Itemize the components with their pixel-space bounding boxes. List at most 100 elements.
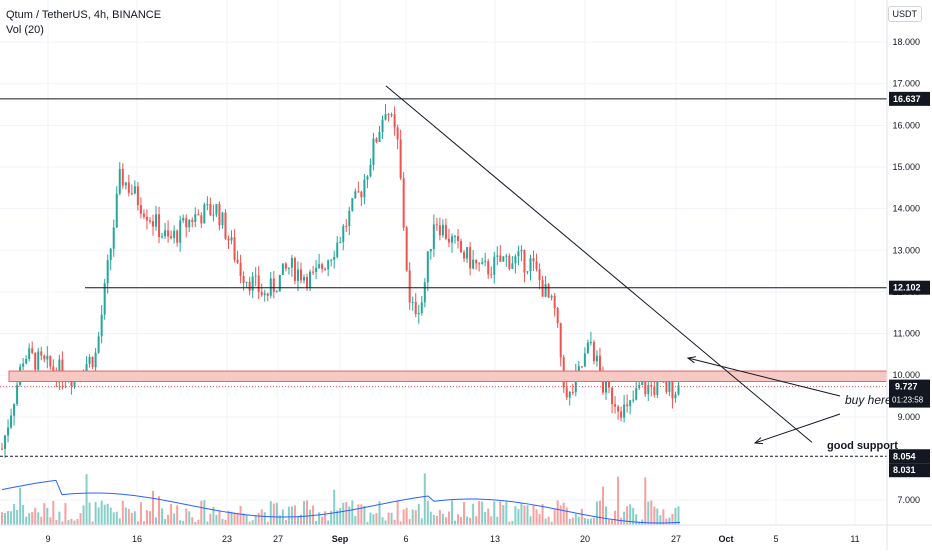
candle-body	[179, 220, 182, 243]
volume-indicator-label: Vol (20)	[6, 24, 44, 36]
candle-body	[257, 275, 260, 292]
price-tag-mid	[889, 280, 930, 295]
volume-bar	[133, 511, 136, 525]
price-tag-support-2-text: 8.031	[893, 465, 916, 475]
volume-bar	[469, 517, 472, 525]
candle-body	[130, 193, 133, 195]
candle-body	[571, 391, 574, 393]
volume-bar	[239, 505, 242, 525]
volume-bar	[668, 517, 671, 525]
volume-bar	[233, 512, 236, 525]
candle-body	[375, 138, 378, 143]
volume-bar	[106, 503, 109, 525]
candle-body	[481, 262, 484, 264]
candle-body	[260, 291, 263, 296]
currency-button[interactable]: USDT	[887, 6, 922, 22]
volume-bar	[405, 507, 408, 525]
candle-body	[221, 212, 224, 226]
volume-bar	[212, 507, 215, 525]
candle-body	[40, 351, 43, 356]
candle-body	[547, 284, 550, 298]
volume-bar	[109, 507, 112, 525]
volume-bar	[100, 500, 103, 525]
volume-bar	[31, 512, 34, 525]
volume-bar	[230, 511, 233, 525]
candle-body	[142, 213, 145, 217]
symbol-title: Qtum / TetherUS, 4h, BINANCE	[6, 9, 162, 21]
time-tick-label: 27	[273, 534, 283, 544]
candle-body	[330, 259, 333, 261]
candle-body	[623, 404, 626, 418]
candle-body	[674, 394, 677, 399]
volume-bar	[1, 512, 3, 525]
candle-body	[121, 168, 124, 186]
support-arrow-head	[753, 437, 764, 445]
volume-bar	[490, 516, 493, 525]
candle-body	[653, 386, 656, 395]
descending-trendline	[385, 85, 813, 443]
volume-bar	[293, 505, 296, 525]
candle-body	[200, 215, 203, 224]
volume-bar	[88, 502, 91, 525]
candle-body	[677, 385, 680, 395]
candle-body	[91, 356, 94, 368]
candle-body	[182, 218, 185, 221]
candle-body	[529, 258, 532, 272]
volume-bar	[46, 507, 49, 525]
candle-body	[384, 114, 387, 120]
candle-body	[644, 380, 647, 395]
volume-bar	[97, 507, 100, 525]
volume-bar	[321, 516, 324, 525]
volume-bar	[650, 500, 653, 525]
candle-body	[43, 355, 46, 360]
candle-body	[7, 427, 10, 436]
candle-body	[381, 119, 384, 133]
volume-bar	[197, 519, 200, 525]
candle-body	[363, 179, 366, 198]
volume-bar	[342, 502, 345, 525]
volume-bar	[414, 510, 417, 525]
volume-bar	[203, 500, 206, 525]
volume-bar	[647, 501, 650, 525]
candle-body	[242, 276, 245, 283]
candle-body	[4, 435, 7, 449]
candle-body	[541, 280, 544, 297]
candle-body	[656, 380, 659, 395]
volume-bar	[662, 509, 665, 525]
volume-bar	[339, 507, 342, 525]
candle-body	[556, 308, 559, 323]
volume-bar	[194, 521, 197, 525]
volume-bar	[617, 476, 620, 525]
volume-bar	[499, 501, 502, 525]
volume-bar	[10, 511, 13, 525]
candle-body	[100, 314, 103, 337]
volume-bar	[363, 505, 366, 525]
volume-bar	[493, 501, 496, 525]
price-tag-high	[889, 91, 930, 106]
volume-bar	[571, 517, 574, 525]
volume-bar	[447, 511, 450, 525]
candle-body	[589, 342, 592, 344]
candle-body	[58, 359, 61, 382]
countdown-text: 01:23:58	[892, 396, 924, 405]
volume-bar	[284, 519, 287, 525]
candle-body	[499, 255, 502, 262]
buy-here-annotation: buy here	[845, 393, 892, 407]
volume-bar	[152, 490, 154, 525]
candle-body	[598, 355, 601, 374]
candle-body	[372, 138, 375, 165]
volume-bar	[215, 514, 218, 525]
candle-body	[152, 221, 154, 227]
volume-bar	[299, 514, 302, 525]
volume-bar	[626, 506, 629, 525]
candle-body	[230, 237, 233, 241]
volume-bar	[73, 520, 76, 525]
time-tick-label: 27	[671, 534, 681, 544]
volume-bar	[589, 518, 592, 525]
candle-body	[248, 281, 251, 291]
candle-body	[290, 257, 293, 268]
candle-body	[233, 237, 236, 260]
volume-bar	[236, 512, 239, 525]
